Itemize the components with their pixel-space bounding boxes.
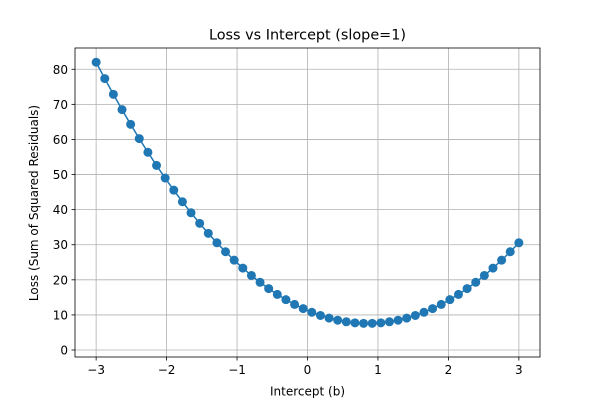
data-point <box>134 134 144 144</box>
y-tick-label: 30 <box>53 238 68 252</box>
x-tick-label: −2 <box>158 363 176 377</box>
data-point <box>376 318 386 328</box>
data-point <box>384 317 394 327</box>
data-point <box>186 208 196 218</box>
data-point <box>298 304 308 314</box>
data-point <box>143 147 153 157</box>
data-point <box>428 304 438 314</box>
data-point <box>445 295 455 305</box>
data-point <box>471 277 481 287</box>
data-point <box>324 313 334 323</box>
data-point <box>350 318 360 328</box>
data-point <box>264 284 274 294</box>
y-tick-label: 50 <box>53 168 68 182</box>
x-tick-label: −1 <box>228 363 246 377</box>
data-point <box>108 89 118 99</box>
data-point <box>100 74 110 84</box>
y-axis-ticks: 0 10 20 30 40 50 60 70 80 <box>53 63 75 358</box>
data-point <box>290 299 300 309</box>
y-tick-label: 20 <box>53 273 68 287</box>
data-point <box>126 119 136 129</box>
data-point <box>238 263 248 273</box>
y-tick-label: 0 <box>60 344 68 358</box>
x-tick-label: −3 <box>87 363 105 377</box>
data-point <box>117 105 127 115</box>
x-tick-label: 3 <box>515 363 523 377</box>
x-tick-label: 2 <box>445 363 453 377</box>
data-point <box>195 218 205 228</box>
data-point <box>221 247 231 257</box>
data-point <box>436 299 446 309</box>
data-point <box>272 289 282 299</box>
data-point <box>212 238 222 248</box>
data-series <box>91 57 524 328</box>
data-point <box>152 160 162 170</box>
data-point <box>307 307 317 317</box>
y-tick-label: 10 <box>53 308 68 322</box>
y-tick-label: 80 <box>53 63 68 77</box>
data-point <box>281 295 291 305</box>
data-point <box>367 318 377 328</box>
data-point <box>462 284 472 294</box>
data-point <box>393 315 403 325</box>
x-tick-label: 0 <box>304 363 312 377</box>
data-point <box>419 307 429 317</box>
data-point <box>229 255 239 265</box>
data-point <box>255 277 265 287</box>
grid <box>75 48 540 357</box>
data-point <box>333 315 343 325</box>
x-axis-ticks: −3 −2 −1 0 1 2 3 <box>87 357 523 377</box>
data-point <box>169 185 179 195</box>
data-point <box>341 317 351 327</box>
data-point <box>91 57 101 67</box>
data-point <box>453 289 463 299</box>
data-point <box>177 197 187 207</box>
data-point <box>505 247 515 257</box>
data-point <box>246 270 256 280</box>
data-point <box>488 263 498 273</box>
data-point <box>497 255 507 265</box>
data-point <box>402 313 412 323</box>
data-point <box>315 310 325 320</box>
data-point <box>359 318 369 328</box>
data-point <box>514 238 524 248</box>
chart-title: Loss vs Intercept (slope=1) <box>209 28 406 44</box>
y-tick-label: 60 <box>53 133 68 147</box>
y-tick-label: 70 <box>53 98 68 112</box>
data-point <box>203 228 213 238</box>
x-tick-label: 1 <box>374 363 382 377</box>
y-tick-label: 40 <box>53 203 68 217</box>
data-point <box>410 310 420 320</box>
data-point <box>160 173 170 183</box>
data-point <box>479 270 489 280</box>
y-axis-label: Loss (Sum of Squared Residuals) <box>27 105 41 301</box>
x-axis-label: Intercept (b) <box>270 385 345 399</box>
